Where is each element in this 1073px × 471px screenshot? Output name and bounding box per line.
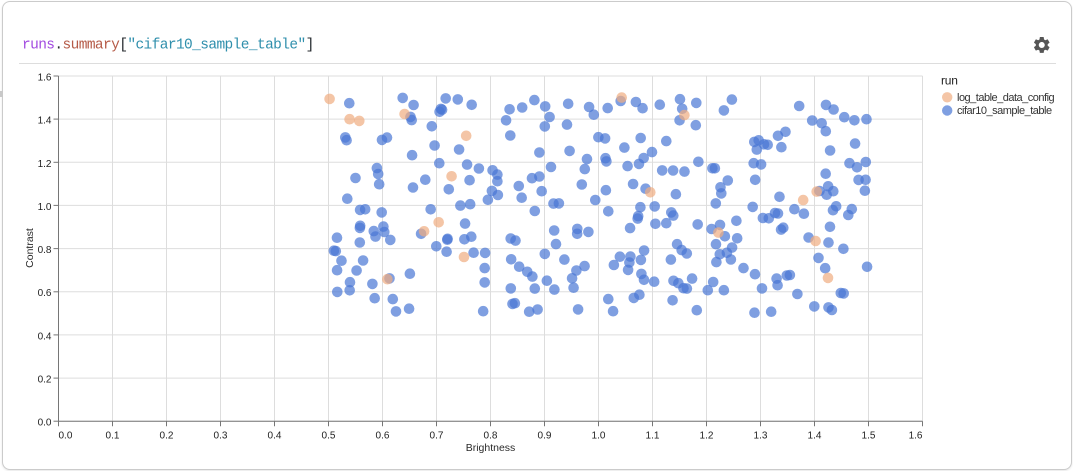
svg-text:1.2: 1.2 bbox=[38, 159, 52, 170]
svg-text:1.4: 1.4 bbox=[38, 116, 52, 127]
svg-text:0.4: 0.4 bbox=[268, 430, 282, 441]
svg-text:Contrast: Contrast bbox=[24, 228, 36, 268]
svg-text:Brightness: Brightness bbox=[466, 442, 516, 454]
svg-text:1.0: 1.0 bbox=[592, 430, 606, 441]
svg-text:1.4: 1.4 bbox=[808, 430, 822, 441]
svg-text:0.1: 0.1 bbox=[106, 430, 120, 441]
svg-text:0.2: 0.2 bbox=[38, 375, 52, 386]
svg-text:0.3: 0.3 bbox=[214, 430, 228, 441]
svg-text:1.6: 1.6 bbox=[909, 430, 923, 441]
svg-text:cifar10_sample_table: cifar10_sample_table bbox=[957, 105, 1052, 117]
svg-text:0.7: 0.7 bbox=[430, 430, 444, 441]
svg-text:1.1: 1.1 bbox=[646, 430, 660, 441]
svg-text:1.0: 1.0 bbox=[38, 202, 52, 213]
svg-text:0.5: 0.5 bbox=[322, 430, 336, 441]
svg-text:1.5: 1.5 bbox=[862, 430, 876, 441]
svg-text:0.9: 0.9 bbox=[538, 430, 552, 441]
svg-text:0.6: 0.6 bbox=[376, 430, 390, 441]
svg-text:runs.summary["cifar10_sample_t: runs.summary["cifar10_sample_table"] bbox=[22, 37, 314, 53]
svg-text:run: run bbox=[941, 73, 958, 87]
svg-text:1.2: 1.2 bbox=[700, 430, 714, 441]
svg-text:log_table_data_config: log_table_data_config bbox=[957, 92, 1055, 104]
svg-text:0.0: 0.0 bbox=[38, 418, 52, 429]
svg-text:0.0: 0.0 bbox=[59, 430, 73, 441]
svg-text:0.2: 0.2 bbox=[160, 430, 174, 441]
svg-text:0.8: 0.8 bbox=[38, 245, 52, 256]
svg-text:1.6: 1.6 bbox=[38, 73, 52, 84]
svg-text:0.6: 0.6 bbox=[38, 288, 52, 299]
svg-text:0.8: 0.8 bbox=[484, 430, 498, 441]
svg-text:0.4: 0.4 bbox=[38, 331, 52, 342]
svg-text:1.3: 1.3 bbox=[754, 430, 768, 441]
